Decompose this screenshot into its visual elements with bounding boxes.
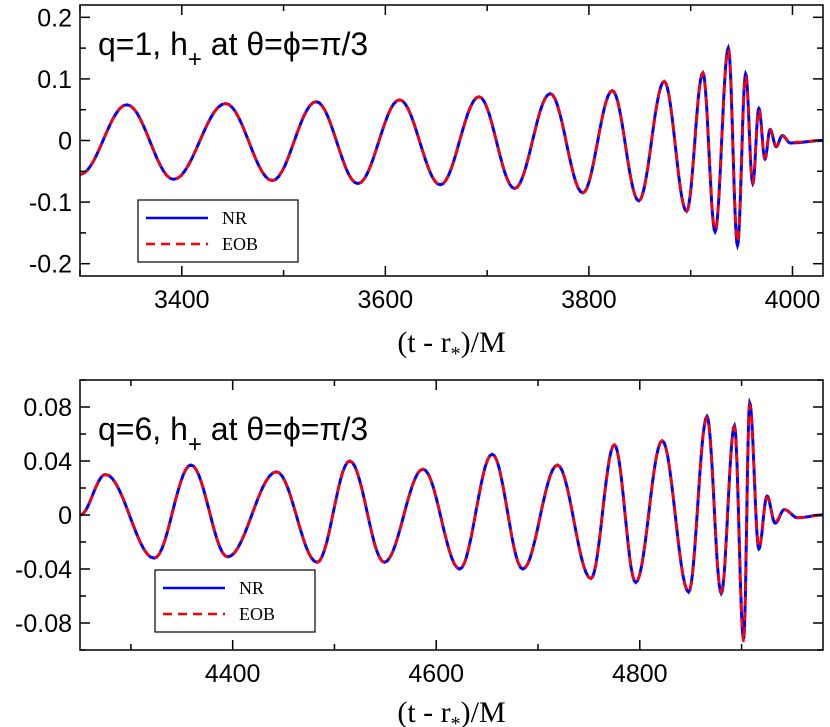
x-tick-label: 4400 — [205, 660, 261, 688]
series-eob-line — [80, 45, 823, 247]
x-tick-label: 3600 — [358, 286, 414, 314]
panel-title-sub: + — [188, 431, 202, 458]
panel-title-main: q=6, h — [98, 411, 188, 447]
y-tick-label: -0.1 — [29, 189, 72, 217]
y-tick-label: -0.08 — [15, 610, 72, 638]
x-tick-label: 3400 — [154, 286, 210, 314]
x-axis-label: (t - r*)/M — [397, 696, 505, 727]
y-tick-label: 0.1 — [37, 66, 72, 94]
y-tick-label: 0.2 — [37, 4, 72, 32]
y-tick-label: 0 — [58, 128, 72, 156]
x-tick-label: 3800 — [561, 286, 617, 314]
panel-title: q=6, h+ at θ=ϕ=π/3 — [98, 411, 368, 458]
y-tick-label: -0.2 — [29, 251, 72, 279]
legend-label-eob: EOB — [222, 234, 258, 254]
panel-title-main: q=1, h — [98, 26, 188, 62]
series-eob-line — [80, 400, 823, 643]
legend-label-nr: NR — [239, 578, 264, 598]
panel-title-tail: at θ=ϕ=π/3 — [202, 411, 368, 447]
legend: NR EOB — [154, 569, 316, 633]
x-axis-label-sub: * — [451, 713, 461, 727]
x-axis-label: (t - r*)/M — [397, 326, 505, 365]
x-tick-label: 4000 — [765, 286, 821, 314]
y-tick-label: -0.04 — [15, 556, 72, 584]
x-axis-label-main: (t - r — [397, 696, 450, 727]
x-axis-label-tail: )/M — [461, 326, 506, 359]
x-axis-label-main: (t - r — [397, 326, 450, 359]
chart-panel-2: 4400 4600 4800 0.08 0.04 0 -0.04 -0.08 q=6, h+ a… — [15, 379, 824, 727]
legend-label-eob: EOB — [239, 604, 275, 624]
y-tick-label: 0.04 — [23, 448, 72, 476]
panel-title: q=1, h+ at θ=ϕ=π/3 — [98, 26, 368, 73]
legend-label-nr: NR — [222, 208, 247, 228]
legend-box — [154, 569, 316, 633]
panel-title-tail: at θ=ϕ=π/3 — [202, 26, 368, 62]
y-tick-label: 0 — [58, 502, 72, 530]
x-tick-label: 4800 — [612, 660, 668, 688]
panel-title-sub: + — [188, 46, 202, 73]
y-tick-label: 0.08 — [23, 394, 72, 422]
x-axis-label-sub: * — [451, 343, 461, 365]
legend: NR EOB — [137, 199, 299, 263]
legend-box — [137, 199, 299, 263]
chart-panel-1: 3400 3600 3800 4000 0.2 0.1 0 -0.1 -0.2 q=1, h+ a… — [29, 4, 824, 365]
x-tick-label: 4600 — [408, 660, 464, 688]
x-axis-label-tail: )/M — [461, 696, 506, 727]
